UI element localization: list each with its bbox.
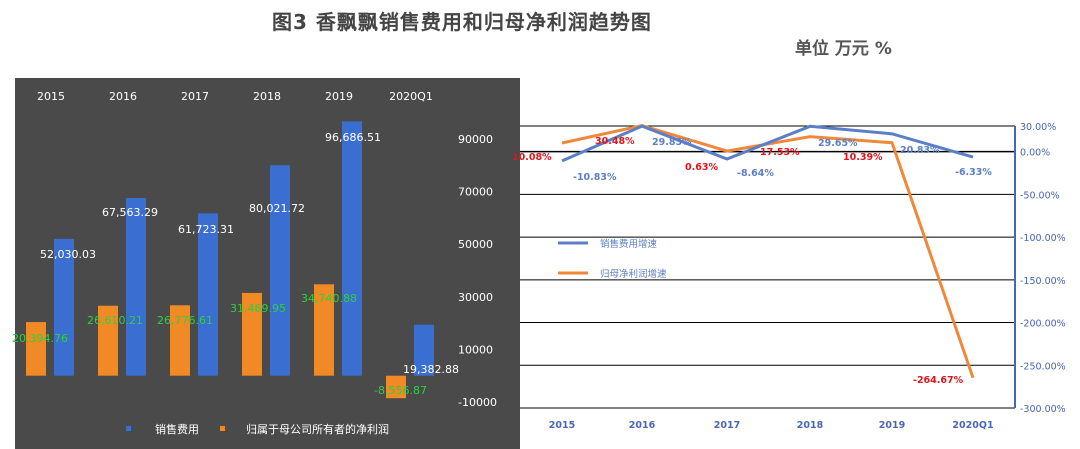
- bar-net-profit-label: -8,556.87: [374, 384, 427, 397]
- bar-sales-expense: [342, 121, 362, 376]
- legend-sales-expense-swatch: [126, 426, 131, 431]
- bar-net-profit: [314, 284, 334, 376]
- chart-title: 图3 香飘飘销售费用和归母净利润趋势图: [272, 10, 652, 34]
- bar-net-profit: [26, 322, 46, 376]
- line-y-tick-label: 30.00%: [1020, 122, 1056, 133]
- line-net-profit-growth: [561, 124, 975, 379]
- line-net-profit-label: 10.39%: [843, 152, 883, 163]
- bar-category-label: 2018: [253, 90, 281, 103]
- bar-y-tick-label: 10000: [458, 343, 493, 356]
- bar-chart-panel: [15, 78, 520, 449]
- line-y-tick-label: -250.00%: [1020, 361, 1066, 372]
- bar-y-tick-label: 50000: [458, 238, 493, 251]
- bar-y-tick-label: 90000: [458, 133, 493, 146]
- legend-profit-growth-label: 归母净利润增速: [600, 268, 667, 280]
- legend-sales-expense-label: 销售费用: [155, 422, 199, 436]
- bar-sales-expense: [414, 324, 434, 376]
- bar-category-label: 2020Q1: [389, 90, 433, 103]
- unit-label: 单位 万元 %: [795, 39, 892, 59]
- line-category-label: 2015: [549, 420, 575, 431]
- line-category-label: 2019: [879, 420, 905, 431]
- line-sales-expense-label: -8.64%: [737, 168, 774, 179]
- line-net-profit-label: 17.53%: [760, 147, 800, 158]
- line-category-label: 2020Q1: [952, 420, 993, 431]
- line-category-label: 2016: [629, 420, 656, 431]
- bar-net-profit: [170, 305, 190, 376]
- bar-net-profit: [386, 375, 406, 399]
- bar-category-label: 2019: [325, 90, 353, 103]
- line-y-tick-label: -300.00%: [1020, 404, 1066, 415]
- bar-sales-expense: [54, 238, 74, 376]
- line-sales-expense-label: 29.85%: [652, 137, 692, 148]
- line-sales-expense-label: 29.65%: [818, 138, 858, 149]
- bar-net-profit-label: 26,776.61: [157, 314, 213, 327]
- bar-net-profit: [242, 292, 262, 376]
- bar-sales-expense-label: 19,382.88: [403, 363, 459, 376]
- line-category-label: 2018: [797, 420, 824, 431]
- bar-category-label: 2015: [37, 90, 65, 103]
- bar-category-label: 2017: [181, 90, 209, 103]
- line-y-tick-label: -200.00%: [1020, 319, 1066, 330]
- line-net-profit-label: -264.67%: [913, 375, 964, 386]
- line-category-label: 2017: [714, 420, 740, 431]
- legend-sales-growth-label: 销售费用增速: [600, 238, 658, 250]
- line-sales-expense-label: 20.83%: [900, 145, 940, 156]
- line-sales-expense-label: -10.83%: [573, 172, 617, 183]
- line-net-profit-label: 10.08%: [512, 152, 552, 163]
- legend-net-profit-label: 归属于母公司所有者的净利润: [246, 422, 389, 436]
- line-y-tick-label: -100.00%: [1020, 233, 1066, 244]
- bar-sales-expense-label: 67,563.29: [102, 206, 158, 219]
- bar-net-profit: [98, 305, 118, 376]
- bar-sales-expense-label: 96,686.51: [325, 131, 381, 144]
- line-y-tick-label: -150.00%: [1020, 276, 1066, 287]
- bar-net-profit-label: 26,610.21: [87, 314, 143, 327]
- line-sales-expense-label: -6.33%: [955, 167, 992, 178]
- bar-sales-expense-label: 52,030.03: [40, 248, 96, 261]
- line-net-profit-label: 0.63%: [685, 162, 718, 173]
- bar-sales-expense-label: 80,021.72: [249, 202, 305, 215]
- bar-y-tick-label: 30000: [458, 291, 493, 304]
- line-chart: 30.00% 0.00% -50.00% -100.00% -150.00% -200.0…: [512, 122, 1066, 431]
- bar-net-profit-label: 34,740.88: [301, 292, 357, 305]
- bar-sales-expense: [270, 165, 290, 376]
- legend-net-profit-swatch: [220, 426, 225, 431]
- line-net-profit-label: 30.48%: [595, 136, 635, 147]
- bar-net-profit-label: 31,469.95: [230, 302, 286, 315]
- bar-y-tick-label: -10000: [458, 396, 497, 409]
- bar-sales-expense-label: 61,723.31: [178, 223, 234, 236]
- line-y-tick-label: -50.00%: [1020, 190, 1060, 201]
- bar-sales-expense: [198, 213, 218, 376]
- bar-category-label: 2016: [109, 90, 137, 103]
- line-y-tick-label: 0.00%: [1020, 148, 1050, 159]
- bar-y-tick-label: 70000: [458, 186, 493, 199]
- line-sales-expense-growth: [561, 124, 974, 163]
- bar-net-profit-label: 20,394.76: [12, 332, 68, 345]
- bar-sales-expense: [126, 198, 146, 376]
- bar-chart: 2015 2016 2017 2018 2019 2020Q1 90000 70000 5000…: [12, 90, 497, 436]
